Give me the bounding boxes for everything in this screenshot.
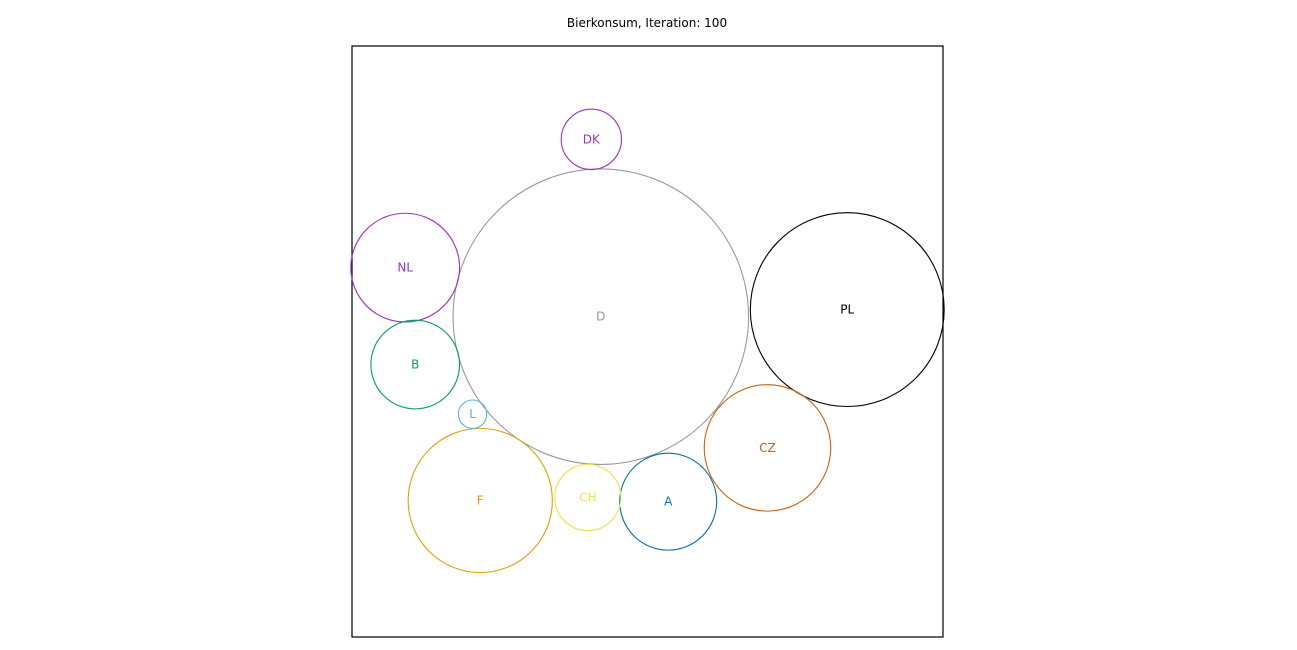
bubble-label-a: A bbox=[664, 495, 673, 509]
bubble-pl bbox=[749, 212, 945, 408]
bubble-label-dk: DK bbox=[583, 132, 601, 146]
bubble-label-l: L bbox=[469, 407, 476, 421]
bubble-l bbox=[457, 399, 488, 429]
plot-area bbox=[351, 45, 944, 638]
bubble-label-d: D bbox=[596, 310, 605, 324]
bubble-label-ch: CH bbox=[579, 491, 596, 505]
bubble-d bbox=[452, 168, 750, 465]
chart-title: Bierkonsum, Iteration: 100 bbox=[567, 16, 727, 30]
bubble-f bbox=[407, 427, 553, 574]
bubble-ch bbox=[554, 463, 622, 532]
bubble-label-cz: CZ bbox=[759, 441, 776, 455]
bubble-label-pl: PL bbox=[840, 303, 854, 317]
bubble-label-nl: NL bbox=[397, 261, 413, 275]
bubble-cz bbox=[703, 384, 832, 512]
bubble-label-b: B bbox=[411, 358, 419, 372]
bubble-a bbox=[619, 452, 718, 551]
bubble-label-f: F bbox=[477, 493, 484, 507]
bubble-b bbox=[370, 319, 461, 410]
bubble-nl bbox=[350, 212, 461, 323]
bubbles-group: D PL F CZ NL A B CH DK L bbox=[350, 108, 945, 574]
bubble-dk bbox=[560, 108, 623, 171]
